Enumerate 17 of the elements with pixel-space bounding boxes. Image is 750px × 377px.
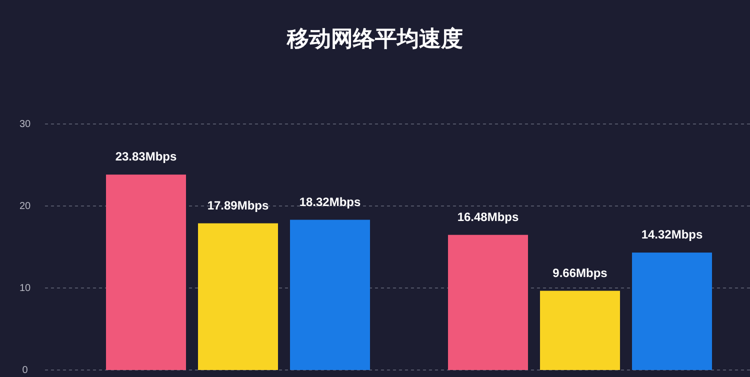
bar [290,220,370,370]
y-tick-label: 0 [22,365,28,376]
data-label: 9.66Mbps [552,266,608,280]
y-tick-label: 30 [19,119,31,130]
bar [540,290,620,370]
data-label: 14.32Mbps [641,228,704,242]
bar [198,223,278,370]
data-label: 23.83Mbps [115,150,178,164]
data-label: 16.48Mbps [457,210,520,224]
data-label: 17.89Mbps [207,198,270,212]
y-tick-label: 20 [19,201,31,212]
data-label: 18.32Mbps [299,194,362,209]
bar [448,234,528,370]
y-tick-label: 10 [19,283,31,294]
bar [632,252,712,370]
bar [106,174,186,370]
chart-title: 移动网络平均速度 [286,26,463,51]
